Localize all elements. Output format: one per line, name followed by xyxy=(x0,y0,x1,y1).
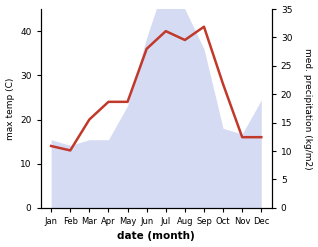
Y-axis label: med. precipitation (kg/m2): med. precipitation (kg/m2) xyxy=(303,48,313,169)
Y-axis label: max temp (C): max temp (C) xyxy=(5,77,15,140)
X-axis label: date (month): date (month) xyxy=(117,231,195,242)
